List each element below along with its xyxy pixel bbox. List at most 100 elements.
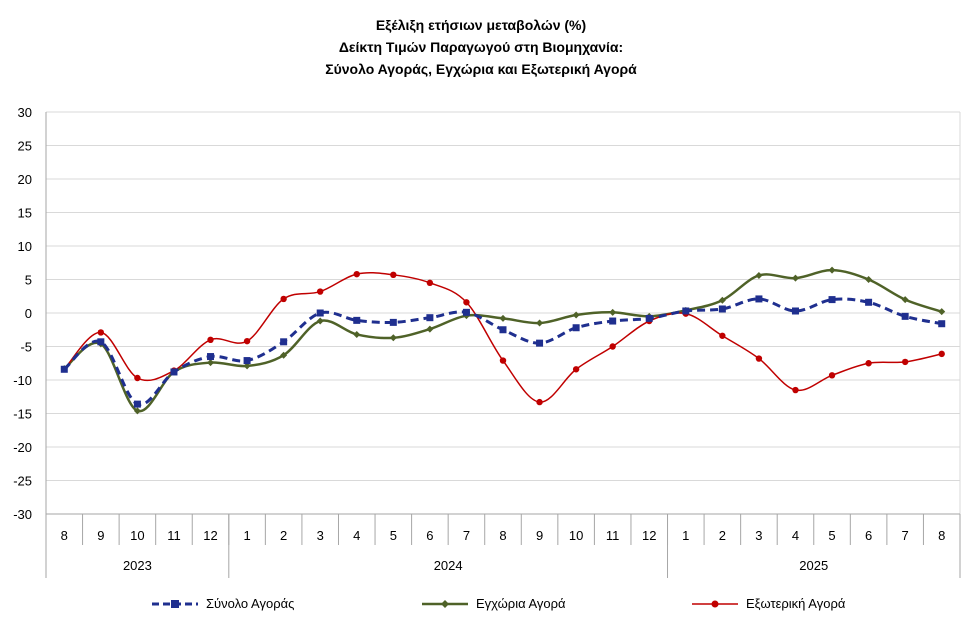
data-point (901, 296, 909, 304)
y-tick-label: 0 (25, 306, 32, 321)
legend-item-total: Σύνολο Αγοράς (150, 596, 294, 611)
x-tick-label: 10 (130, 528, 144, 543)
data-point (463, 299, 470, 306)
data-point (134, 374, 141, 382)
y-tick-label: 10 (18, 239, 32, 254)
data-point (609, 317, 617, 325)
data-point (755, 295, 763, 303)
year-label: 2025 (799, 558, 828, 573)
chart-title-line3: Σύνολο Αγοράς, Εγχώρια και Εξωτερική Αγο… (325, 61, 637, 77)
y-tick-label: 15 (18, 206, 32, 221)
y-tick-label: 5 (25, 273, 32, 288)
data-point (353, 270, 360, 278)
data-point (97, 338, 105, 346)
x-tick-label: 5 (390, 528, 397, 543)
series-domestic (60, 266, 946, 415)
series-total (60, 295, 946, 408)
data-point (865, 360, 872, 367)
x-tick-label: 6 (865, 528, 872, 543)
data-point (316, 317, 324, 325)
x-tick-label: 4 (792, 528, 799, 543)
data-point (755, 271, 763, 279)
data-point (499, 357, 507, 364)
data-point (97, 329, 105, 336)
chart-title: Εξέλιξη ετήσιων μεταβολών (%) Δείκτη Τιμ… (0, 14, 962, 80)
legend-item-foreign: Εξωτερική Αγορά (690, 596, 845, 611)
data-point (389, 334, 397, 342)
data-point (353, 316, 361, 324)
data-point (792, 386, 799, 394)
data-point (572, 324, 580, 332)
data-point (243, 357, 251, 365)
data-point (938, 350, 945, 358)
x-tick-label: 9 (97, 528, 104, 543)
series-line (63, 268, 943, 413)
data-point (207, 353, 215, 361)
x-tick-label: 3 (317, 528, 324, 543)
x-tick-label: 9 (536, 528, 543, 543)
x-tick-label: 1 (243, 528, 250, 543)
legend-swatch-total (152, 599, 198, 608)
data-point (170, 368, 178, 376)
legend-swatch-domestic (422, 599, 468, 608)
x-tick-label: 7 (902, 528, 909, 543)
data-point (426, 314, 434, 322)
x-tick-label: 3 (755, 528, 762, 543)
x-tick-label: 8 (61, 528, 68, 543)
x-tick-label: 12 (203, 528, 217, 543)
data-point (791, 307, 799, 315)
data-point (609, 343, 616, 350)
data-point (536, 339, 544, 347)
y-tick-label: 25 (18, 139, 32, 154)
y-tick-label: -30 (13, 507, 32, 522)
data-point (499, 314, 507, 322)
x-tick-label: 10 (569, 528, 583, 543)
x-tick-label: 7 (463, 528, 470, 543)
data-point (718, 305, 726, 313)
year-label: 2024 (434, 558, 463, 573)
y-tick-label: -5 (20, 340, 32, 355)
data-point (901, 312, 909, 320)
x-tick-label: 6 (426, 528, 433, 543)
data-point (280, 338, 288, 346)
y-tick-label: 20 (18, 172, 32, 187)
series-line (63, 271, 942, 403)
data-point (133, 400, 141, 408)
legend-label-total: Σύνολο Αγοράς (206, 596, 295, 611)
x-tick-label: 11 (606, 528, 620, 543)
x-tick-label: 2 (719, 528, 726, 543)
data-point (499, 326, 507, 334)
data-point (828, 266, 836, 274)
data-point (280, 295, 287, 303)
data-point (243, 337, 251, 345)
data-point (865, 276, 873, 283)
legend: Σύνολο Αγοράς Εγχώρια Αγορά Εξωτερική Αγ… (0, 596, 962, 620)
y-tick-label: -15 (13, 407, 32, 422)
year-label: 2023 (123, 558, 152, 573)
x-tick-label: 4 (353, 528, 360, 543)
data-point (536, 398, 543, 406)
data-point (316, 309, 324, 317)
data-point (243, 362, 251, 370)
y-tick-label: 30 (18, 105, 32, 120)
data-point (572, 366, 580, 373)
data-point (645, 314, 653, 322)
data-point (755, 355, 763, 362)
legend-label-foreign: Εξωτερική Αγορά (746, 596, 846, 611)
data-point (426, 325, 434, 333)
y-tick-label: -25 (13, 474, 32, 489)
data-point (718, 296, 726, 304)
data-point (938, 308, 946, 316)
x-tick-label: 8 (938, 528, 945, 543)
chart-title-line1: Εξέλιξη ετήσιων μεταβολών (%) (375, 17, 587, 33)
legend-swatch-foreign (692, 600, 738, 607)
data-point (572, 311, 580, 319)
data-point (317, 288, 324, 295)
x-tick-label: 11 (167, 528, 181, 543)
data-point (609, 308, 617, 316)
data-point (207, 359, 215, 367)
data-point (719, 332, 726, 339)
data-point (938, 320, 946, 328)
x-tick-label: 1 (682, 528, 689, 543)
